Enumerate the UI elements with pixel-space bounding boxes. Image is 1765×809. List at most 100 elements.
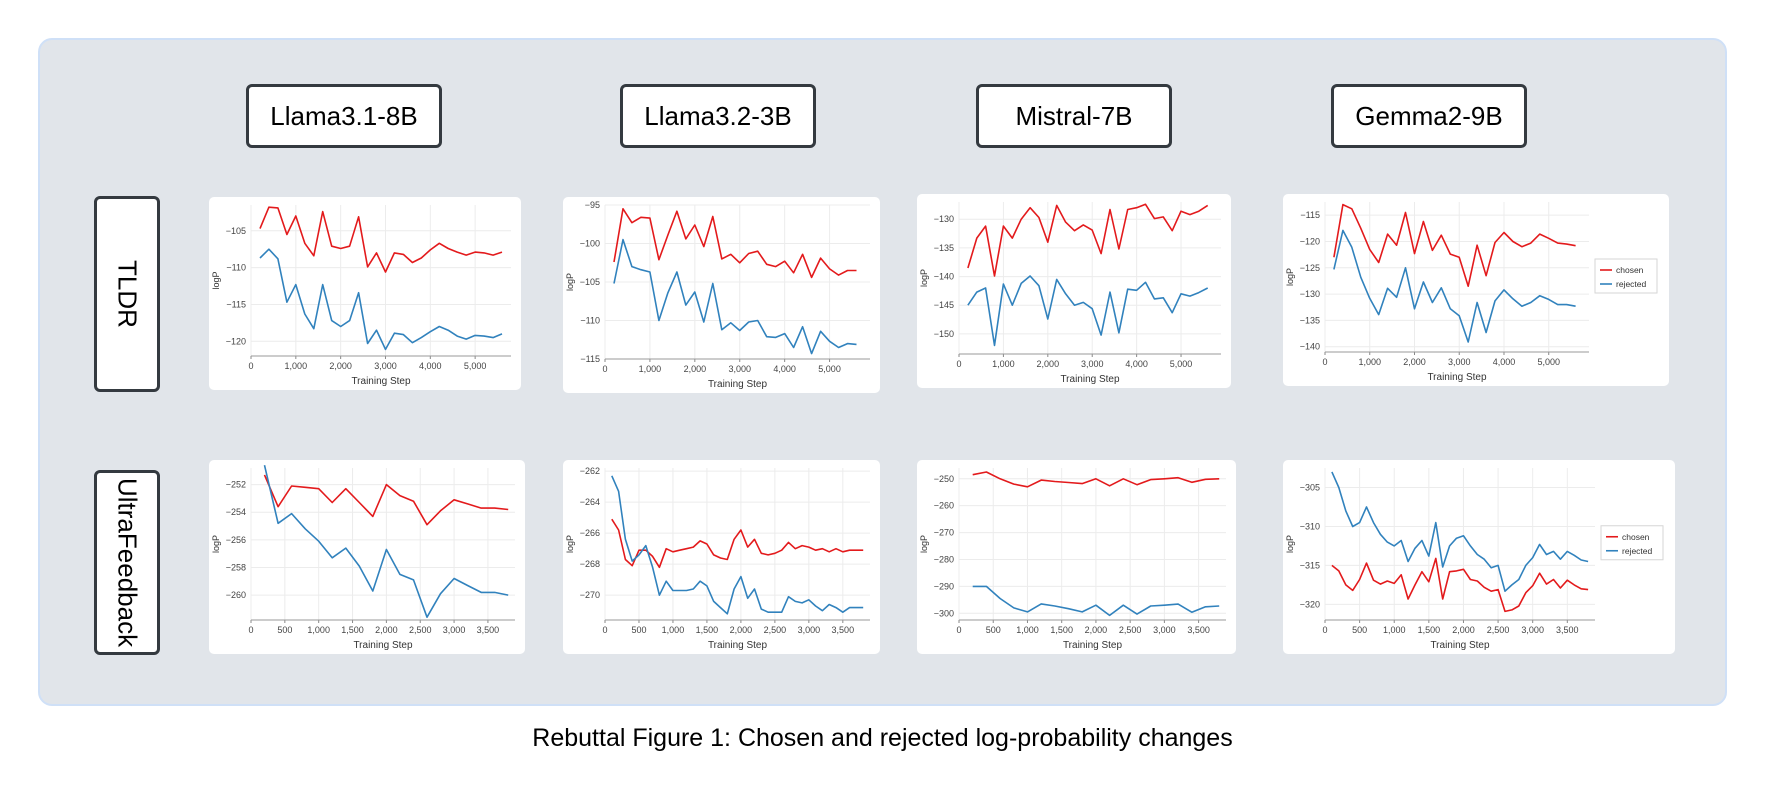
y-tick-label: −135 (934, 243, 954, 253)
y-tick-label: −130 (1300, 289, 1320, 299)
y-tick-label: −260 (934, 501, 954, 511)
x-tick-label: 4,000 (1125, 359, 1148, 369)
y-tick-label: −125 (1300, 263, 1320, 273)
y-tick-label: −105 (226, 226, 246, 236)
x-tick-label: 5,000 (1170, 359, 1193, 369)
x-axis-label: Training Step (708, 640, 768, 651)
x-tick-label: 5,000 (464, 361, 487, 371)
y-tick-label: −266 (580, 528, 600, 538)
y-axis-label: logP (1285, 535, 1295, 553)
x-tick-label: 0 (956, 359, 961, 369)
x-tick-label: 500 (986, 625, 1001, 635)
x-axis-label: Training Step (1063, 640, 1123, 651)
series-line-chosen (1333, 203, 1576, 287)
x-tick-label: 0 (602, 625, 607, 635)
column-header-label: Llama3.1-8B (270, 100, 418, 131)
x-tick-label: 2,000 (1037, 359, 1060, 369)
x-tick-label: 4,000 (773, 364, 796, 374)
row-header-label: TLDR (112, 260, 143, 328)
series-line-rejected (1331, 471, 1589, 592)
y-tick-label: −270 (580, 590, 600, 600)
y-tick-label: −268 (580, 559, 600, 569)
y-tick-label: −270 (934, 528, 954, 538)
x-tick-label: 3,500 (1187, 625, 1210, 635)
legend-label-chosen: chosen (1622, 532, 1650, 542)
column-header-label: Mistral-7B (1015, 100, 1133, 131)
y-tick-label: −110 (226, 263, 246, 273)
legend-label-rejected: rejected (1616, 279, 1647, 289)
y-tick-label: −130 (934, 214, 954, 224)
x-axis-label: Training Step (1060, 374, 1120, 385)
x-tick-label: 2,000 (1452, 625, 1475, 635)
x-tick-label: 1,000 (1358, 357, 1381, 367)
y-tick-label: −135 (1300, 315, 1320, 325)
series-line-chosen (263, 474, 509, 526)
y-tick-label: −110 (580, 316, 600, 326)
x-tick-label: 0 (248, 361, 253, 371)
y-tick-label: −252 (226, 480, 246, 490)
series-line-chosen (613, 208, 857, 279)
y-tick-label: −280 (934, 554, 954, 564)
series-line-rejected (263, 465, 509, 618)
chart-tldr-mistral-7b: −130 −135 −140 −145 −150 0 1,000 2,000 3,000 4,00… (917, 194, 1231, 388)
x-axis-label: Training Step (1430, 640, 1490, 651)
y-tick-label: −150 (934, 329, 954, 339)
y-axis-label: logP (565, 273, 575, 291)
chart-tldr-llama3-2-3b: −95 −100 −105 −110 −115 0 1,000 2,000 3,000 4,000… (563, 197, 880, 393)
x-tick-label: 3,000 (1153, 625, 1176, 635)
column-header-mistral-7b: Mistral-7B (976, 84, 1172, 148)
column-header-label: Llama3.2-3B (644, 100, 792, 131)
legend (1594, 258, 1658, 294)
y-tick-label: −256 (226, 535, 246, 545)
x-tick-label: 2,000 (684, 364, 707, 374)
chart-tldr-llama3-1-8b: −105 −110 −115 −120 0 1,000 2,000 3,000 4,000 5,0… (209, 197, 521, 390)
figure-caption: Rebuttal Figure 1: Chosen and rejected l… (532, 724, 1233, 752)
y-tick-label: −145 (934, 300, 954, 310)
x-tick-label: 2,500 (1487, 625, 1510, 635)
y-tick-label: −264 (580, 497, 600, 507)
row-header-tldr: TLDR (94, 196, 160, 392)
x-tick-label: 2,500 (409, 625, 432, 635)
chart-tldr-gemma2-9b: −115 −120 −125 −130 −135 −140 0 1,000 2,000 3,000… (1283, 194, 1669, 386)
y-tick-label: −120 (1300, 236, 1320, 246)
y-tick-label: −262 (580, 466, 600, 476)
x-tick-label: 1,000 (285, 361, 308, 371)
x-tick-label: 3,500 (477, 625, 500, 635)
chart-ultrafeedback-gemma2-9b: −305 −310 −315 −320 0 500 1,000 1,500 2,000 2,500… (1283, 460, 1675, 654)
series-line-rejected (259, 248, 503, 351)
chart-ultrafeedback-llama3-1-8b: −252 −254 −256 −258 −260 0 500 1,000 1,500 2,000 2… (209, 460, 525, 654)
y-tick-label: −95 (585, 200, 600, 210)
y-tick-label: −320 (1300, 599, 1320, 609)
x-tick-label: 2,000 (375, 625, 398, 635)
y-axis-label: logP (1285, 268, 1295, 286)
legend-label-rejected: rejected (1622, 546, 1653, 556)
y-tick-label: −290 (934, 581, 954, 591)
x-tick-label: 4,000 (1493, 357, 1516, 367)
x-tick-label: 1,000 (662, 625, 685, 635)
x-tick-label: 500 (631, 625, 646, 635)
y-axis-label: logP (211, 535, 221, 553)
y-tick-label: −100 (580, 239, 600, 249)
series-line-rejected (972, 585, 1220, 617)
row-header-label: UltraFeedback (112, 477, 143, 648)
chart-svg: −105 −110 −115 −120 0 1,000 2,000 3,000 4,000 5,0… (211, 205, 511, 387)
x-axis-label: Training Step (353, 640, 413, 651)
y-tick-label: −140 (1300, 342, 1320, 352)
x-tick-label: 5,000 (1537, 357, 1560, 367)
column-header-llama3-2-3b: Llama3.2-3B (620, 84, 816, 148)
y-tick-label: −300 (934, 608, 954, 618)
x-tick-label: 0 (248, 625, 253, 635)
y-axis-label: logP (919, 535, 929, 553)
x-tick-label: 1,000 (1383, 625, 1406, 635)
y-axis-label: logP (919, 269, 929, 287)
x-tick-label: 3,000 (443, 625, 466, 635)
x-tick-label: 2,500 (1119, 625, 1142, 635)
y-tick-label: −120 (226, 336, 246, 346)
series-line-chosen (259, 206, 503, 273)
x-tick-label: 2,500 (764, 625, 787, 635)
series-line-chosen (967, 203, 1209, 277)
x-tick-label: 500 (277, 625, 292, 635)
y-axis-label: logP (211, 271, 221, 289)
